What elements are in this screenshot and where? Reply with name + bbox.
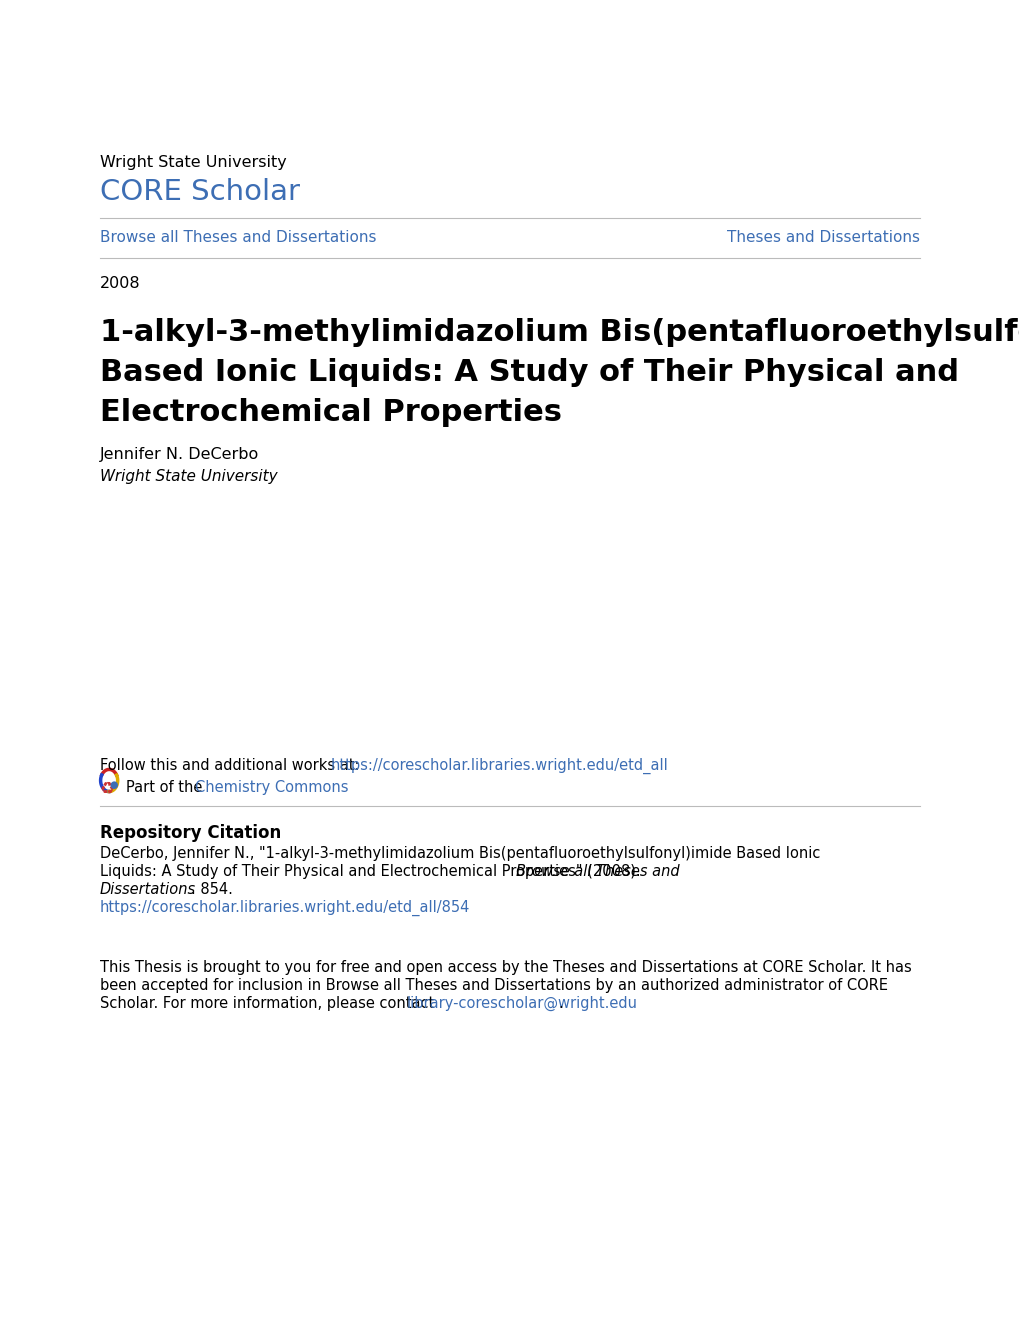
Text: Electrochemical Properties: Electrochemical Properties <box>100 399 561 426</box>
Text: Follow this and additional works at:: Follow this and additional works at: <box>100 758 364 774</box>
Text: Browse all Theses and: Browse all Theses and <box>516 865 679 879</box>
Text: been accepted for inclusion in Browse all Theses and Dissertations by an authori: been accepted for inclusion in Browse al… <box>100 978 888 993</box>
Text: Theses and Dissertations: Theses and Dissertations <box>727 230 919 246</box>
Text: Part of the: Part of the <box>126 780 207 795</box>
Text: 2008: 2008 <box>100 276 141 290</box>
Text: Repository Citation: Repository Citation <box>100 824 281 842</box>
Text: ●: ● <box>109 780 117 789</box>
Text: https://corescholar.libraries.wright.edu/etd_all: https://corescholar.libraries.wright.edu… <box>330 758 667 775</box>
Text: CORE Scholar: CORE Scholar <box>100 178 300 206</box>
Text: Chemistry Commons: Chemistry Commons <box>195 780 347 795</box>
Text: Jennifer N. DeCerbo: Jennifer N. DeCerbo <box>100 447 259 462</box>
Text: .: . <box>557 997 562 1011</box>
Text: https://corescholar.libraries.wright.edu/etd_all/854: https://corescholar.libraries.wright.edu… <box>100 900 470 916</box>
Text: Dissertations: Dissertations <box>100 882 196 898</box>
Text: Liquids: A Study of Their Physical and Electrochemical Properties" (2008).: Liquids: A Study of Their Physical and E… <box>100 865 645 879</box>
Text: 1-alkyl-3-methylimidazolium Bis(pentafluoroethylsulfonyl)imide: 1-alkyl-3-methylimidazolium Bis(pentaflu… <box>100 318 1019 347</box>
Text: This Thesis is brought to you for free and open access by the Theses and Dissert: This Thesis is brought to you for free a… <box>100 960 911 975</box>
Text: Wright State University: Wright State University <box>100 154 286 170</box>
Text: Scholar. For more information, please contact: Scholar. For more information, please co… <box>100 997 438 1011</box>
Text: DeCerbo, Jennifer N., "1-alkyl-3-methylimidazolium Bis(pentafluoroethylsulfonyl): DeCerbo, Jennifer N., "1-alkyl-3-methyli… <box>100 846 819 861</box>
Text: Browse all Theses and Dissertations: Browse all Theses and Dissertations <box>100 230 376 246</box>
Text: Based Ionic Liquids: A Study of Their Physical and: Based Ionic Liquids: A Study of Their Ph… <box>100 358 958 387</box>
Text: ♻: ♻ <box>100 779 115 797</box>
Text: . 854.: . 854. <box>191 882 232 898</box>
Text: library-corescholar@wright.edu: library-corescholar@wright.edu <box>407 997 637 1011</box>
Text: Wright State University: Wright State University <box>100 469 277 484</box>
